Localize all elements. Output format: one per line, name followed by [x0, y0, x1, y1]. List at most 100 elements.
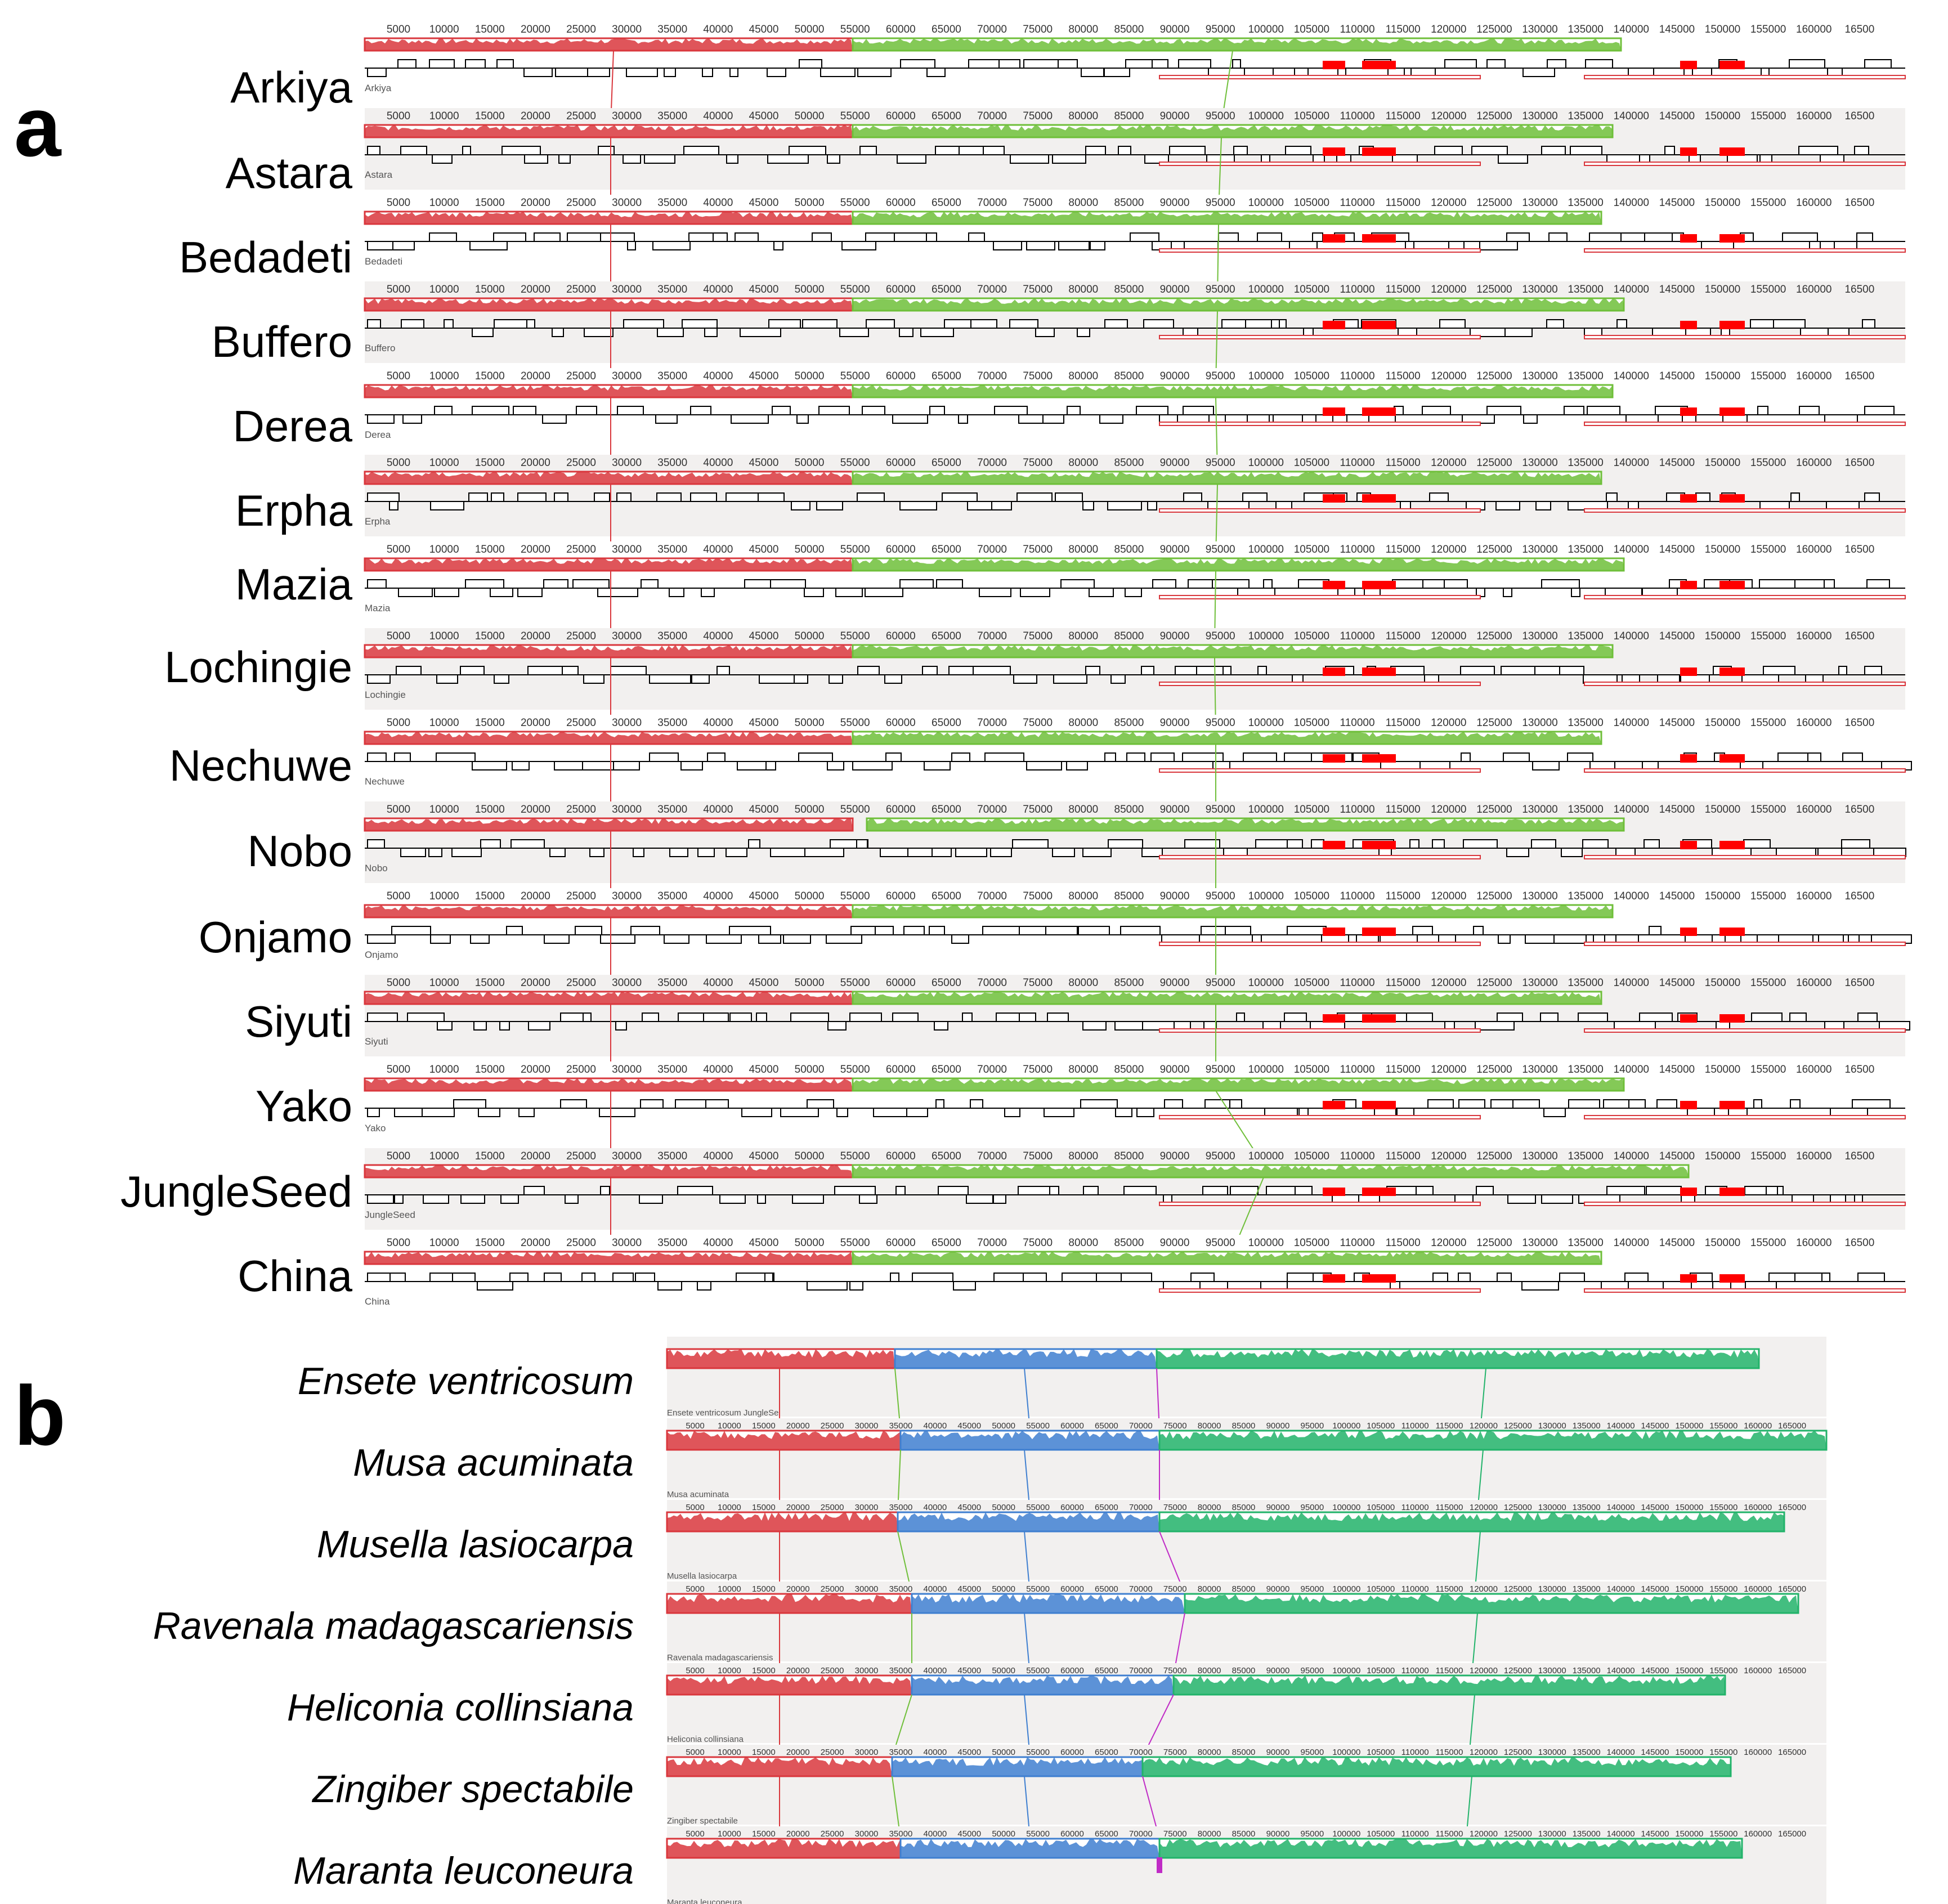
tick-label: 80000 — [1068, 110, 1098, 122]
tick-label: 55000 — [1026, 1666, 1050, 1675]
rrna-gene — [1719, 581, 1745, 589]
tick-label: 25000 — [566, 717, 596, 729]
tick-label: 16500 — [1844, 110, 1874, 122]
tick-label: 70000 — [977, 544, 1007, 555]
gene-box — [920, 328, 954, 337]
tick-label: 55000 — [840, 24, 870, 35]
gene-box — [391, 926, 431, 935]
rrna-gene — [1323, 754, 1345, 763]
gene-box — [598, 146, 615, 155]
tick-label: 155000 — [1709, 1421, 1737, 1431]
tick-label: 65000 — [932, 630, 961, 642]
gene-box — [562, 666, 579, 675]
gene-box — [630, 926, 660, 935]
tick-label: 30000 — [855, 1584, 879, 1594]
gene-box — [1521, 1281, 1559, 1291]
row-label-ensete-ventricosum: Ensete ventricosum — [297, 1360, 634, 1403]
gene-box — [1126, 752, 1145, 762]
tick-label: 60000 — [886, 804, 916, 816]
tick-label: 110000 — [1401, 1421, 1429, 1431]
gene-box — [826, 934, 862, 944]
gene-box — [1507, 1194, 1536, 1204]
gene-box — [1416, 1186, 1434, 1195]
alignment-row-zingiber-spectabile: 5000 10000 15000 20000 25000 30000 35000 40000 4… — [666, 1745, 1826, 1839]
tick-label: 125000 — [1476, 544, 1512, 555]
tick-label: 20000 — [521, 1064, 550, 1076]
gene-box — [469, 241, 508, 250]
tick-label: 120000 — [1470, 1503, 1498, 1512]
gene-box — [953, 1281, 976, 1291]
tick-label: 30000 — [612, 24, 642, 35]
tick-label: 80000 — [1198, 1666, 1221, 1675]
tick-label: 145000 — [1659, 1237, 1695, 1249]
inverted-repeat-bar — [1584, 855, 1906, 859]
tick-label: 40000 — [924, 1421, 947, 1431]
gene-box — [1245, 319, 1287, 329]
tick-label: 15000 — [475, 977, 505, 989]
gene-box — [707, 752, 726, 762]
tick-label: 95000 — [1301, 1829, 1324, 1839]
gene-box — [470, 934, 490, 944]
gene-box — [1866, 579, 1890, 589]
gene-box — [951, 752, 970, 762]
tick-label: 70000 — [1129, 1503, 1153, 1512]
tick-label: 150000 — [1705, 24, 1740, 35]
tick-label: 25000 — [821, 1584, 844, 1594]
rrna-gene — [1680, 928, 1697, 936]
gene-box — [1019, 926, 1047, 935]
gene-box — [367, 934, 396, 944]
tick-label: 75000 — [1023, 890, 1053, 902]
gene-box — [1243, 752, 1277, 762]
gene-box — [1473, 926, 1484, 935]
tick-label: 115000 — [1386, 457, 1421, 469]
tick-label: 115000 — [1436, 1421, 1463, 1431]
tick-label: 90000 — [1160, 370, 1190, 382]
gene-box — [744, 579, 772, 589]
gene-box — [1230, 1186, 1259, 1195]
gene-box — [1175, 666, 1200, 675]
tick-label: 140000 — [1607, 1584, 1635, 1594]
gene-box — [451, 848, 482, 857]
gene-box — [1023, 1273, 1047, 1282]
tick-label: 135000 — [1568, 977, 1603, 989]
row-small-name: Erpha — [365, 516, 391, 527]
gene-box — [478, 1108, 500, 1117]
gene-box — [1055, 492, 1083, 502]
tick-label: 155000 — [1750, 544, 1786, 555]
tick-label: 130000 — [1522, 804, 1557, 816]
gene-box — [600, 1186, 610, 1195]
gene-box — [1104, 752, 1116, 762]
tick-label: 85000 — [1232, 1748, 1256, 1757]
lcb-red-profile — [365, 38, 853, 51]
gene-box — [1412, 926, 1433, 935]
tick-label: 115000 — [1386, 24, 1421, 35]
gene-box — [526, 319, 535, 329]
alignment-row-astara: 5000 10000 15000 20000 25000 30000 35000 40000 4… — [364, 108, 1906, 212]
tick-label: 45000 — [749, 717, 779, 729]
rrna-gene — [1680, 1274, 1697, 1283]
gene-box — [716, 666, 730, 675]
tick-label: 75000 — [1023, 804, 1053, 816]
lcb-blue-profile — [912, 1594, 1185, 1613]
tick-label: 105000 — [1294, 890, 1329, 902]
gene-box — [1229, 1099, 1242, 1109]
tick-label: 70000 — [977, 890, 1007, 902]
lcb-blue-profile — [901, 1839, 1159, 1858]
gene-box — [1081, 68, 1104, 77]
gene-box — [1460, 666, 1495, 675]
gene-box — [453, 1099, 486, 1109]
gene-box — [558, 154, 571, 164]
gene-box — [1864, 59, 1892, 69]
gene-box — [731, 414, 769, 424]
gene-box — [1406, 1013, 1433, 1022]
tick-label: 10000 — [429, 197, 459, 209]
gene-box — [1023, 59, 1059, 69]
tick-label: 60000 — [886, 890, 916, 902]
tick-label: 155000 — [1750, 370, 1786, 382]
tick-label: 16500 — [1844, 457, 1874, 469]
tick-label: 100000 — [1332, 1503, 1360, 1512]
tick-label: 150000 — [1675, 1829, 1703, 1839]
gene-box — [523, 1186, 545, 1195]
gene-box — [802, 319, 838, 329]
gene-box — [1266, 1186, 1299, 1195]
